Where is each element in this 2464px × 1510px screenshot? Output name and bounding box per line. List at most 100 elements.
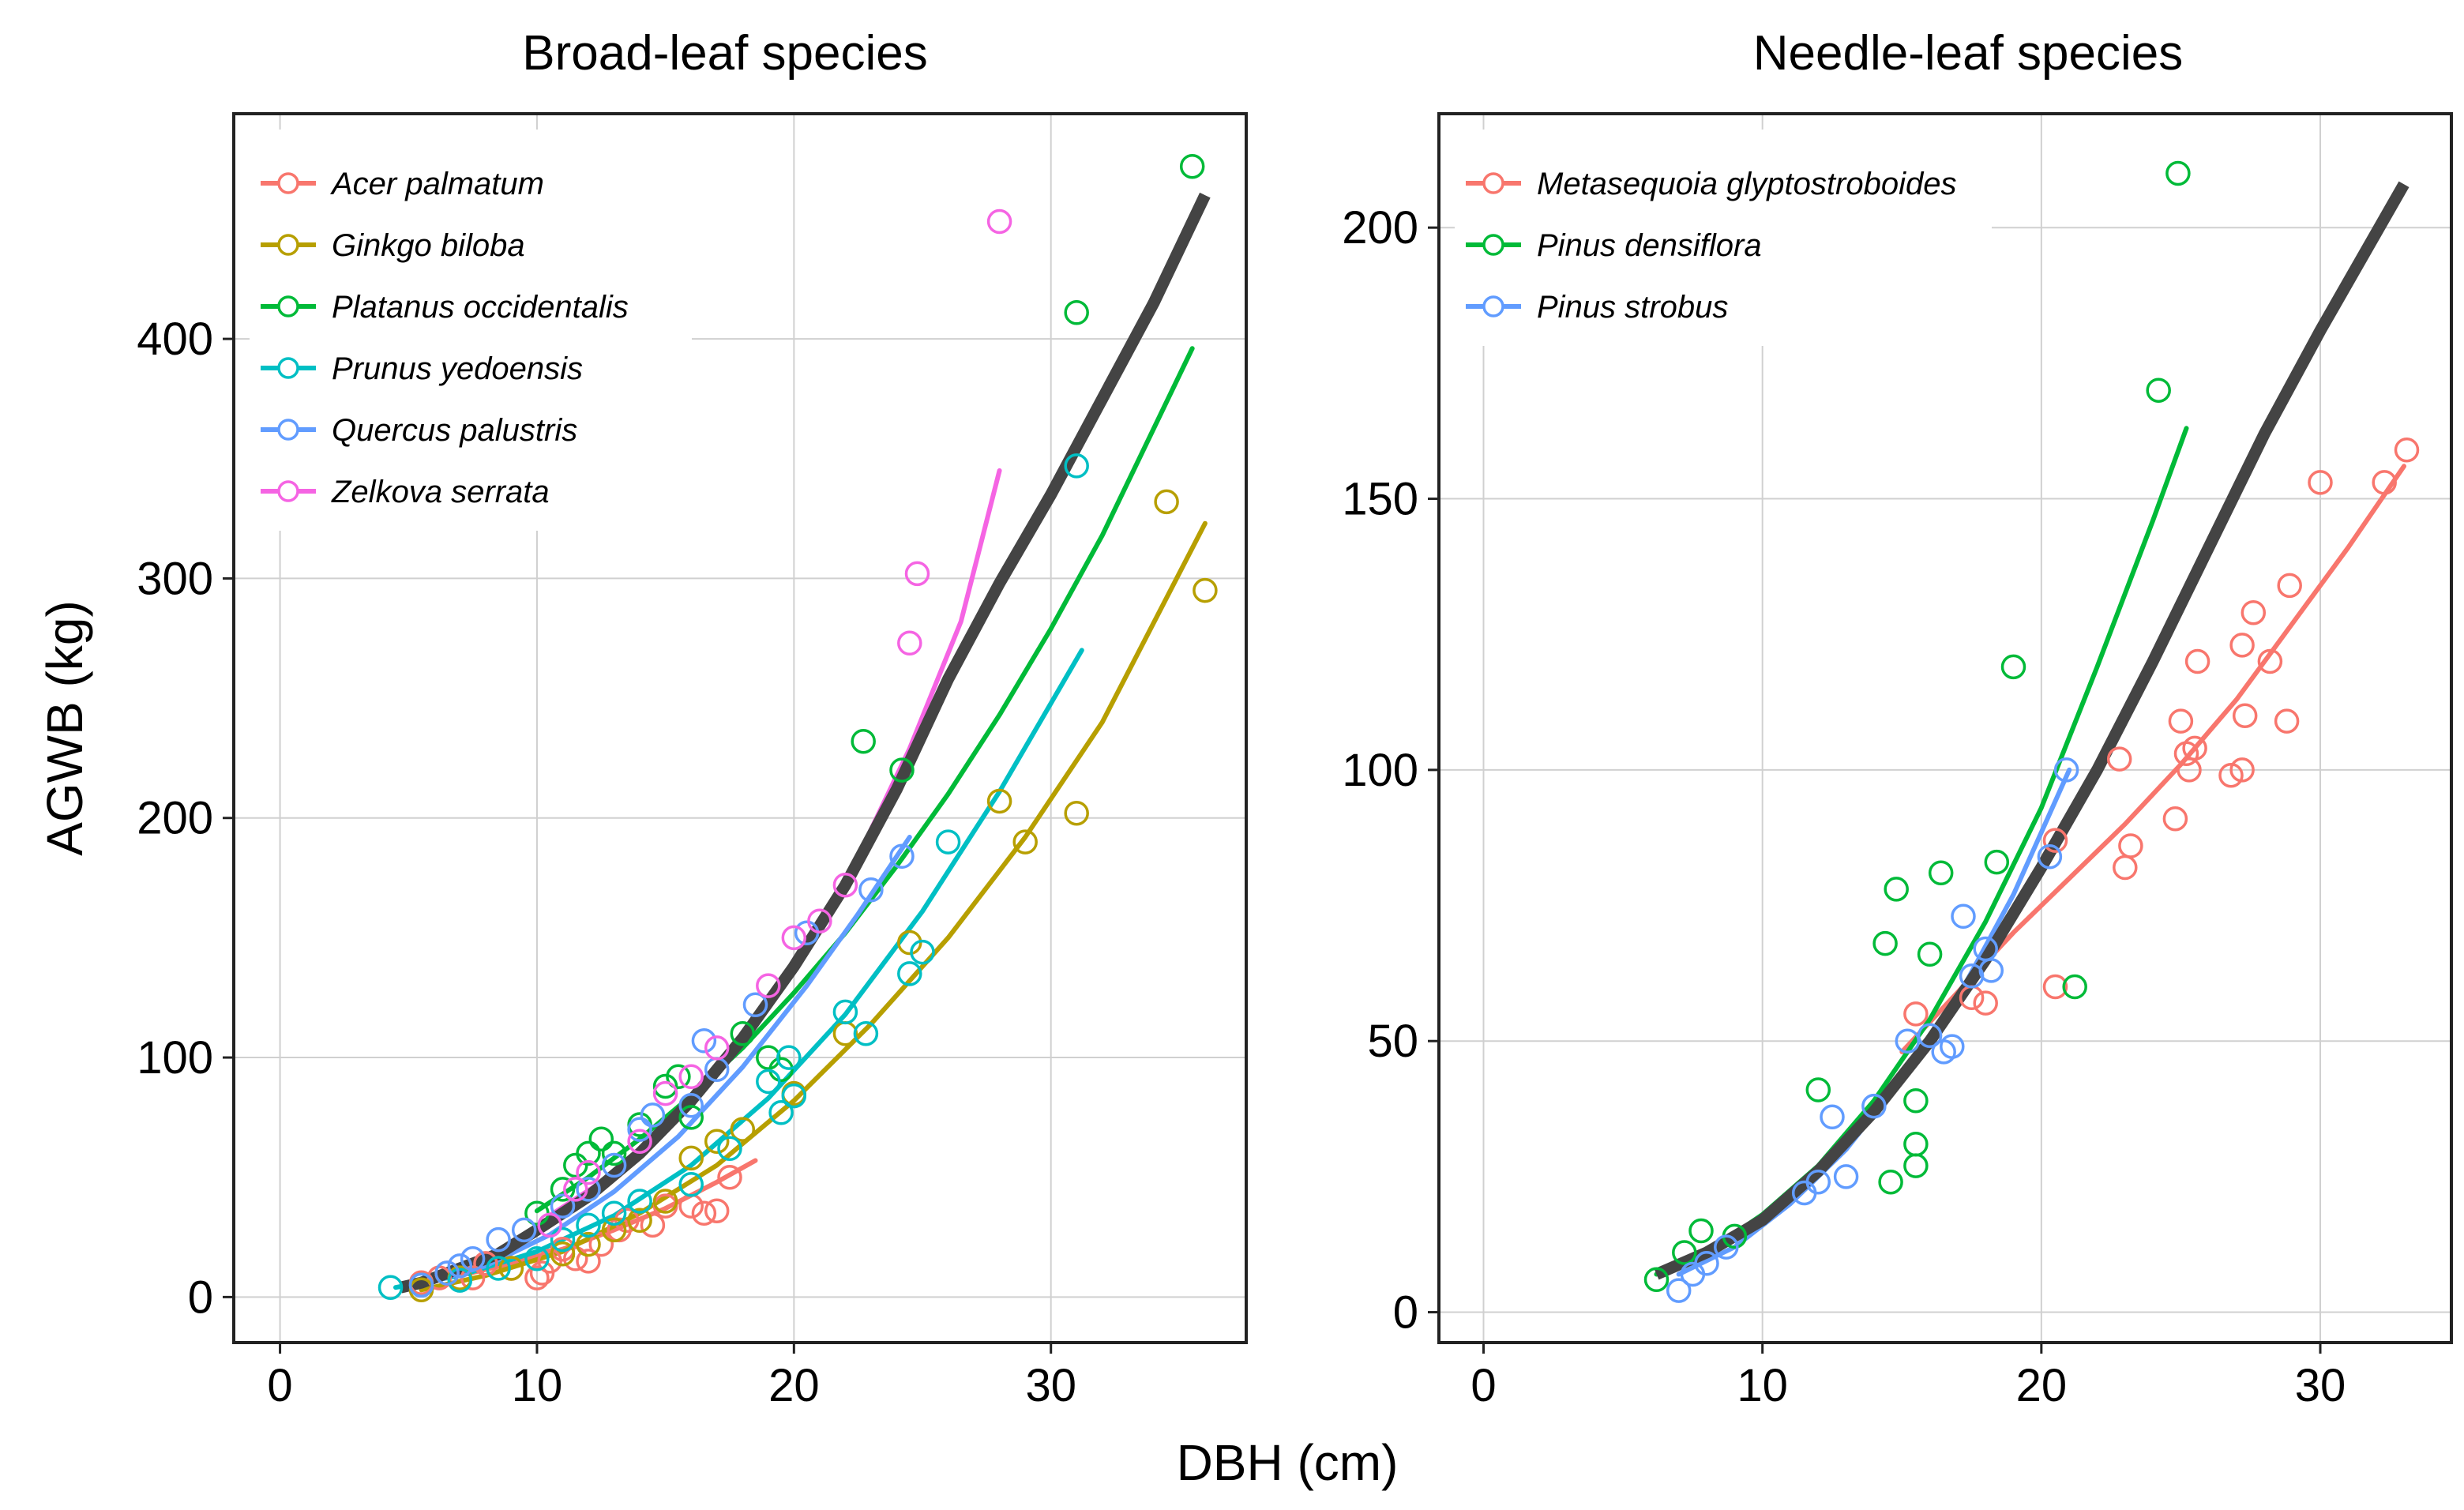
point-metasequoia-glyptostroboides — [2162, 806, 2188, 832]
point-pinus-strobus — [1895, 1028, 1921, 1054]
legend-box — [250, 130, 692, 531]
points-broad-leaf — [377, 153, 1218, 1303]
legend-label-pinus-densiflora: Pinus densiflora — [1537, 228, 1762, 263]
point-metasequoia-glyptostroboides — [2229, 633, 2255, 658]
legend-marker-pinus-strobus — [1482, 295, 1504, 317]
point-metasequoia-glyptostroboides — [2182, 735, 2207, 761]
point-prunus-yedoensis — [776, 1045, 802, 1070]
point-quercus-palustris — [889, 843, 915, 870]
y-tick-label: 200 — [1342, 202, 1418, 254]
point-pinus-densiflora — [1903, 1087, 1929, 1114]
legend-marker-ginkgo-biloba — [277, 234, 299, 256]
point-metasequoia-glyptostroboides — [2308, 470, 2333, 495]
point-ginkgo-biloba — [1193, 577, 1218, 603]
y-ticks-broad-leaf: 0 100 200 300 400 — [137, 314, 234, 1323]
point-prunus-yedoensis — [853, 1020, 879, 1046]
point-prunus-yedoensis — [897, 961, 922, 986]
point-acer-palmatum — [563, 1246, 588, 1271]
point-zelkova-serrata — [897, 630, 922, 656]
point-platanus-occidentalis — [576, 1140, 601, 1166]
point-quercus-palustris — [511, 1217, 537, 1243]
y-tick-label: 0 — [188, 1271, 213, 1323]
legend-label-acer-palmatum: Acer palmatum — [330, 167, 544, 201]
point-platanus-occidentalis — [889, 757, 915, 783]
legend-marker-pinus-densiflora — [1482, 234, 1504, 256]
legend-broad-leaf: Acer palmatum Ginkgo biloba Platanus occid… — [250, 130, 692, 531]
point-quercus-palustris — [576, 1177, 601, 1202]
y-tick-label: 50 — [1367, 1016, 1418, 1067]
point-zelkova-serrata — [781, 925, 807, 951]
y-tick-label: 100 — [1342, 745, 1418, 796]
point-pinus-densiflora — [2165, 160, 2191, 186]
point-ginkgo-biloba — [678, 1145, 704, 1171]
point-acer-palmatum — [704, 1198, 730, 1223]
point-quercus-palustris — [742, 992, 768, 1018]
point-zelkova-serrata — [563, 1177, 588, 1202]
point-pinus-densiflora — [1928, 860, 1954, 886]
point-pinus-strobus — [1820, 1104, 1845, 1130]
legend-marker-prunus-yedoensis — [277, 357, 299, 379]
y-tick-label: 300 — [137, 553, 213, 604]
point-zelkova-serrata — [652, 1080, 678, 1106]
y-tick-label: 200 — [137, 793, 213, 844]
point-prunus-yedoensis — [678, 1172, 704, 1197]
point-prunus-yedoensis — [524, 1246, 550, 1271]
point-metasequoia-glyptostroboides — [2241, 599, 2267, 625]
point-pinus-strobus — [1805, 1169, 1831, 1195]
point-prunus-yedoensis — [781, 1083, 807, 1109]
point-ginkgo-biloba — [627, 1208, 652, 1234]
point-prunus-yedoensis — [601, 1200, 627, 1226]
x-tick-label: 20 — [768, 1360, 820, 1411]
point-acer-palmatum — [691, 1200, 717, 1226]
legend-marker-platanus-occidentalis — [277, 295, 299, 317]
point-pinus-densiflora — [1643, 1267, 1670, 1293]
point-platanus-occidentalis — [678, 1105, 704, 1130]
point-platanus-occidentalis — [550, 1177, 576, 1202]
point-zelkova-serrata — [756, 973, 781, 998]
point-acer-palmatum — [576, 1249, 601, 1274]
point-pinus-densiflora — [1872, 930, 1898, 956]
point-metasequoia-glyptostroboides — [2274, 708, 2300, 734]
point-metasequoia-glyptostroboides — [2168, 708, 2194, 734]
point-pinus-densiflora — [1917, 941, 1943, 967]
x-axis-label: DBH (cm) — [1177, 1434, 1399, 1491]
point-zelkova-serrata — [704, 1035, 730, 1061]
point-metasequoia-glyptostroboides — [2118, 833, 2143, 858]
y-tick-label: 150 — [1342, 474, 1418, 525]
point-pinus-strobus — [1978, 958, 2004, 983]
point-ginkgo-biloba — [601, 1217, 627, 1243]
broad-leaf-title: Broad-leaf species — [522, 26, 928, 81]
point-platanus-occidentalis — [588, 1126, 614, 1151]
point-metasequoia-glyptostroboides — [2372, 470, 2397, 495]
point-prunus-yedoensis — [550, 1226, 576, 1253]
point-ginkgo-biloba — [1012, 829, 1038, 855]
point-quercus-palustris — [486, 1226, 511, 1253]
legend-label-metasequoia-glyptostroboides: Metasequoia glyptostroboides — [1537, 167, 1956, 201]
point-prunus-yedoensis — [935, 829, 961, 855]
point-zelkova-serrata — [627, 1129, 652, 1154]
point-pinus-strobus — [1833, 1164, 1859, 1189]
point-prunus-yedoensis — [756, 1069, 781, 1095]
point-zelkova-serrata — [904, 561, 930, 587]
fit-line-prunus-yedoensis — [393, 648, 1084, 1290]
point-quercus-palustris — [434, 1260, 460, 1286]
point-ginkgo-biloba — [1154, 489, 1179, 515]
point-metasequoia-glyptostroboides — [2042, 974, 2068, 1000]
point-metasequoia-glyptostroboides — [2042, 828, 2068, 853]
point-pinus-densiflora — [1805, 1077, 1831, 1102]
point-quercus-palustris — [640, 1102, 666, 1128]
point-metasequoia-glyptostroboides — [2394, 437, 2420, 463]
point-platanus-occidentalis — [851, 728, 876, 754]
x-tick-label: 0 — [267, 1360, 292, 1411]
fit-line-ginkgo-biloba — [419, 520, 1208, 1293]
x-tick-label: 10 — [1737, 1360, 1788, 1411]
broad-leaf-panel: Broad-leaf species 0 10 20 30 0 100 200 300 400… — [137, 26, 1248, 1411]
point-platanus-occidentalis — [1064, 300, 1089, 325]
legend-marker-zelkova-serrata — [277, 480, 299, 502]
point-pinus-strobus — [1694, 1250, 1719, 1276]
x-tick-label: 30 — [1025, 1360, 1076, 1411]
x-tick-label: 10 — [512, 1360, 563, 1411]
point-quercus-palustris — [858, 877, 884, 903]
point-prunus-yedoensis — [447, 1268, 473, 1293]
